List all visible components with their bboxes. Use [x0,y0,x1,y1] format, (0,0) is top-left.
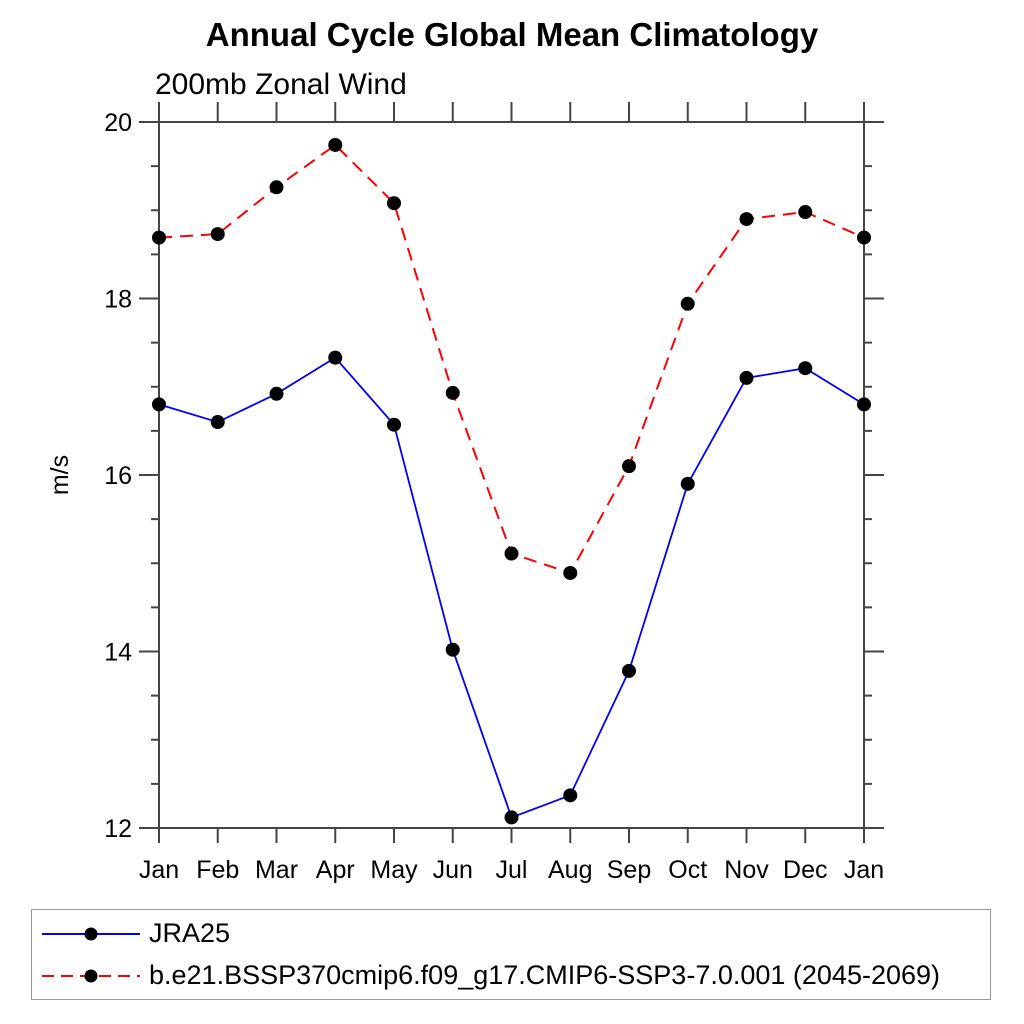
data-point-marker [739,212,754,227]
x-tick-label: Jan [139,856,179,884]
legend-label-jra25: JRA25 [149,918,231,948]
y-axis-label: m/s [46,455,74,495]
y-tick-label: 12 [104,815,132,843]
x-tick-label: Jun [433,856,473,884]
data-point-marker [680,476,695,491]
x-tick-label: Nov [724,856,769,884]
data-point-marker [563,788,578,803]
x-tick-label: Jan [844,856,884,884]
data-point-marker [739,370,754,385]
data-point-marker [387,196,401,211]
legend-item-model: b.e21.BSSP370cmip6.f09_g17.CMIP6-SSP3-7.… [37,955,990,997]
data-point-marker [328,137,343,152]
chart-title: Annual Cycle Global Mean Climatology [205,16,819,53]
x-tick-label: Sep [607,856,651,884]
data-point-marker [504,546,519,561]
legend-line-sample-dashed [42,969,140,982]
plot-frame [158,121,865,829]
data-point-marker [504,810,519,825]
data-point-marker [387,417,401,432]
x-tick-label: Jul [496,856,528,884]
series-line-0 [158,356,865,819]
data-point-marker [210,415,225,430]
x-tick-label: Dec [783,856,827,884]
x-tick-label: Mar [255,856,298,884]
data-point-marker [622,663,636,678]
x-tick-label: Oct [668,856,707,884]
x-tick-label: Apr [316,856,355,884]
legend-sample-marker [84,969,98,982]
data-point-marker [269,386,284,401]
data-point-marker [210,227,225,242]
y-tick-label: 20 [104,109,132,137]
x-tick-label: Feb [196,856,239,884]
y-tick-label: 18 [104,286,132,314]
data-point-marker [563,565,578,580]
chart-subtitle: 200mb Zonal Wind [155,68,407,101]
y-tick-label: 14 [104,639,132,667]
data-point-marker [269,180,284,195]
data-point-marker [328,350,343,365]
legend-line-sample-solid [42,927,140,940]
data-point-marker [445,385,460,400]
x-tick-label: May [370,856,418,884]
data-point-marker [152,230,166,245]
series-line-1 [158,143,865,575]
legend-box: JRA25 b.e21.BSSP370cmip6.f09_g17.CMIP6-S… [31,909,991,1000]
y-tick-label: 16 [104,462,132,490]
data-point-marker [857,397,871,412]
data-point-marker [798,361,813,376]
legend-item-jra25: JRA25 [37,913,990,955]
legend-sample-marker [84,927,98,940]
x-tick-label: Aug [548,856,592,884]
data-point-marker [152,397,166,412]
data-point-marker [445,642,460,657]
data-point-marker [680,296,695,311]
data-point-marker [857,230,871,245]
data-point-marker [798,205,813,220]
data-point-marker [622,459,636,474]
legend-label-model: b.e21.BSSP370cmip6.f09_g17.CMIP6-SSP3-7.… [149,960,941,990]
